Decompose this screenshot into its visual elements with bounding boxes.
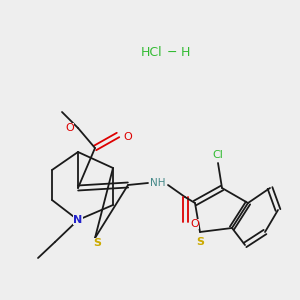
Text: O: O (190, 219, 200, 229)
Text: S: S (196, 237, 204, 247)
Text: H: H (180, 46, 190, 59)
Text: Cl: Cl (213, 150, 224, 160)
Text: N: N (74, 215, 82, 225)
Text: S: S (93, 238, 101, 248)
Text: O: O (66, 123, 74, 133)
Text: NH: NH (150, 178, 166, 188)
Text: −: − (167, 46, 177, 59)
Text: HCl: HCl (141, 46, 163, 59)
Text: O: O (124, 132, 132, 142)
